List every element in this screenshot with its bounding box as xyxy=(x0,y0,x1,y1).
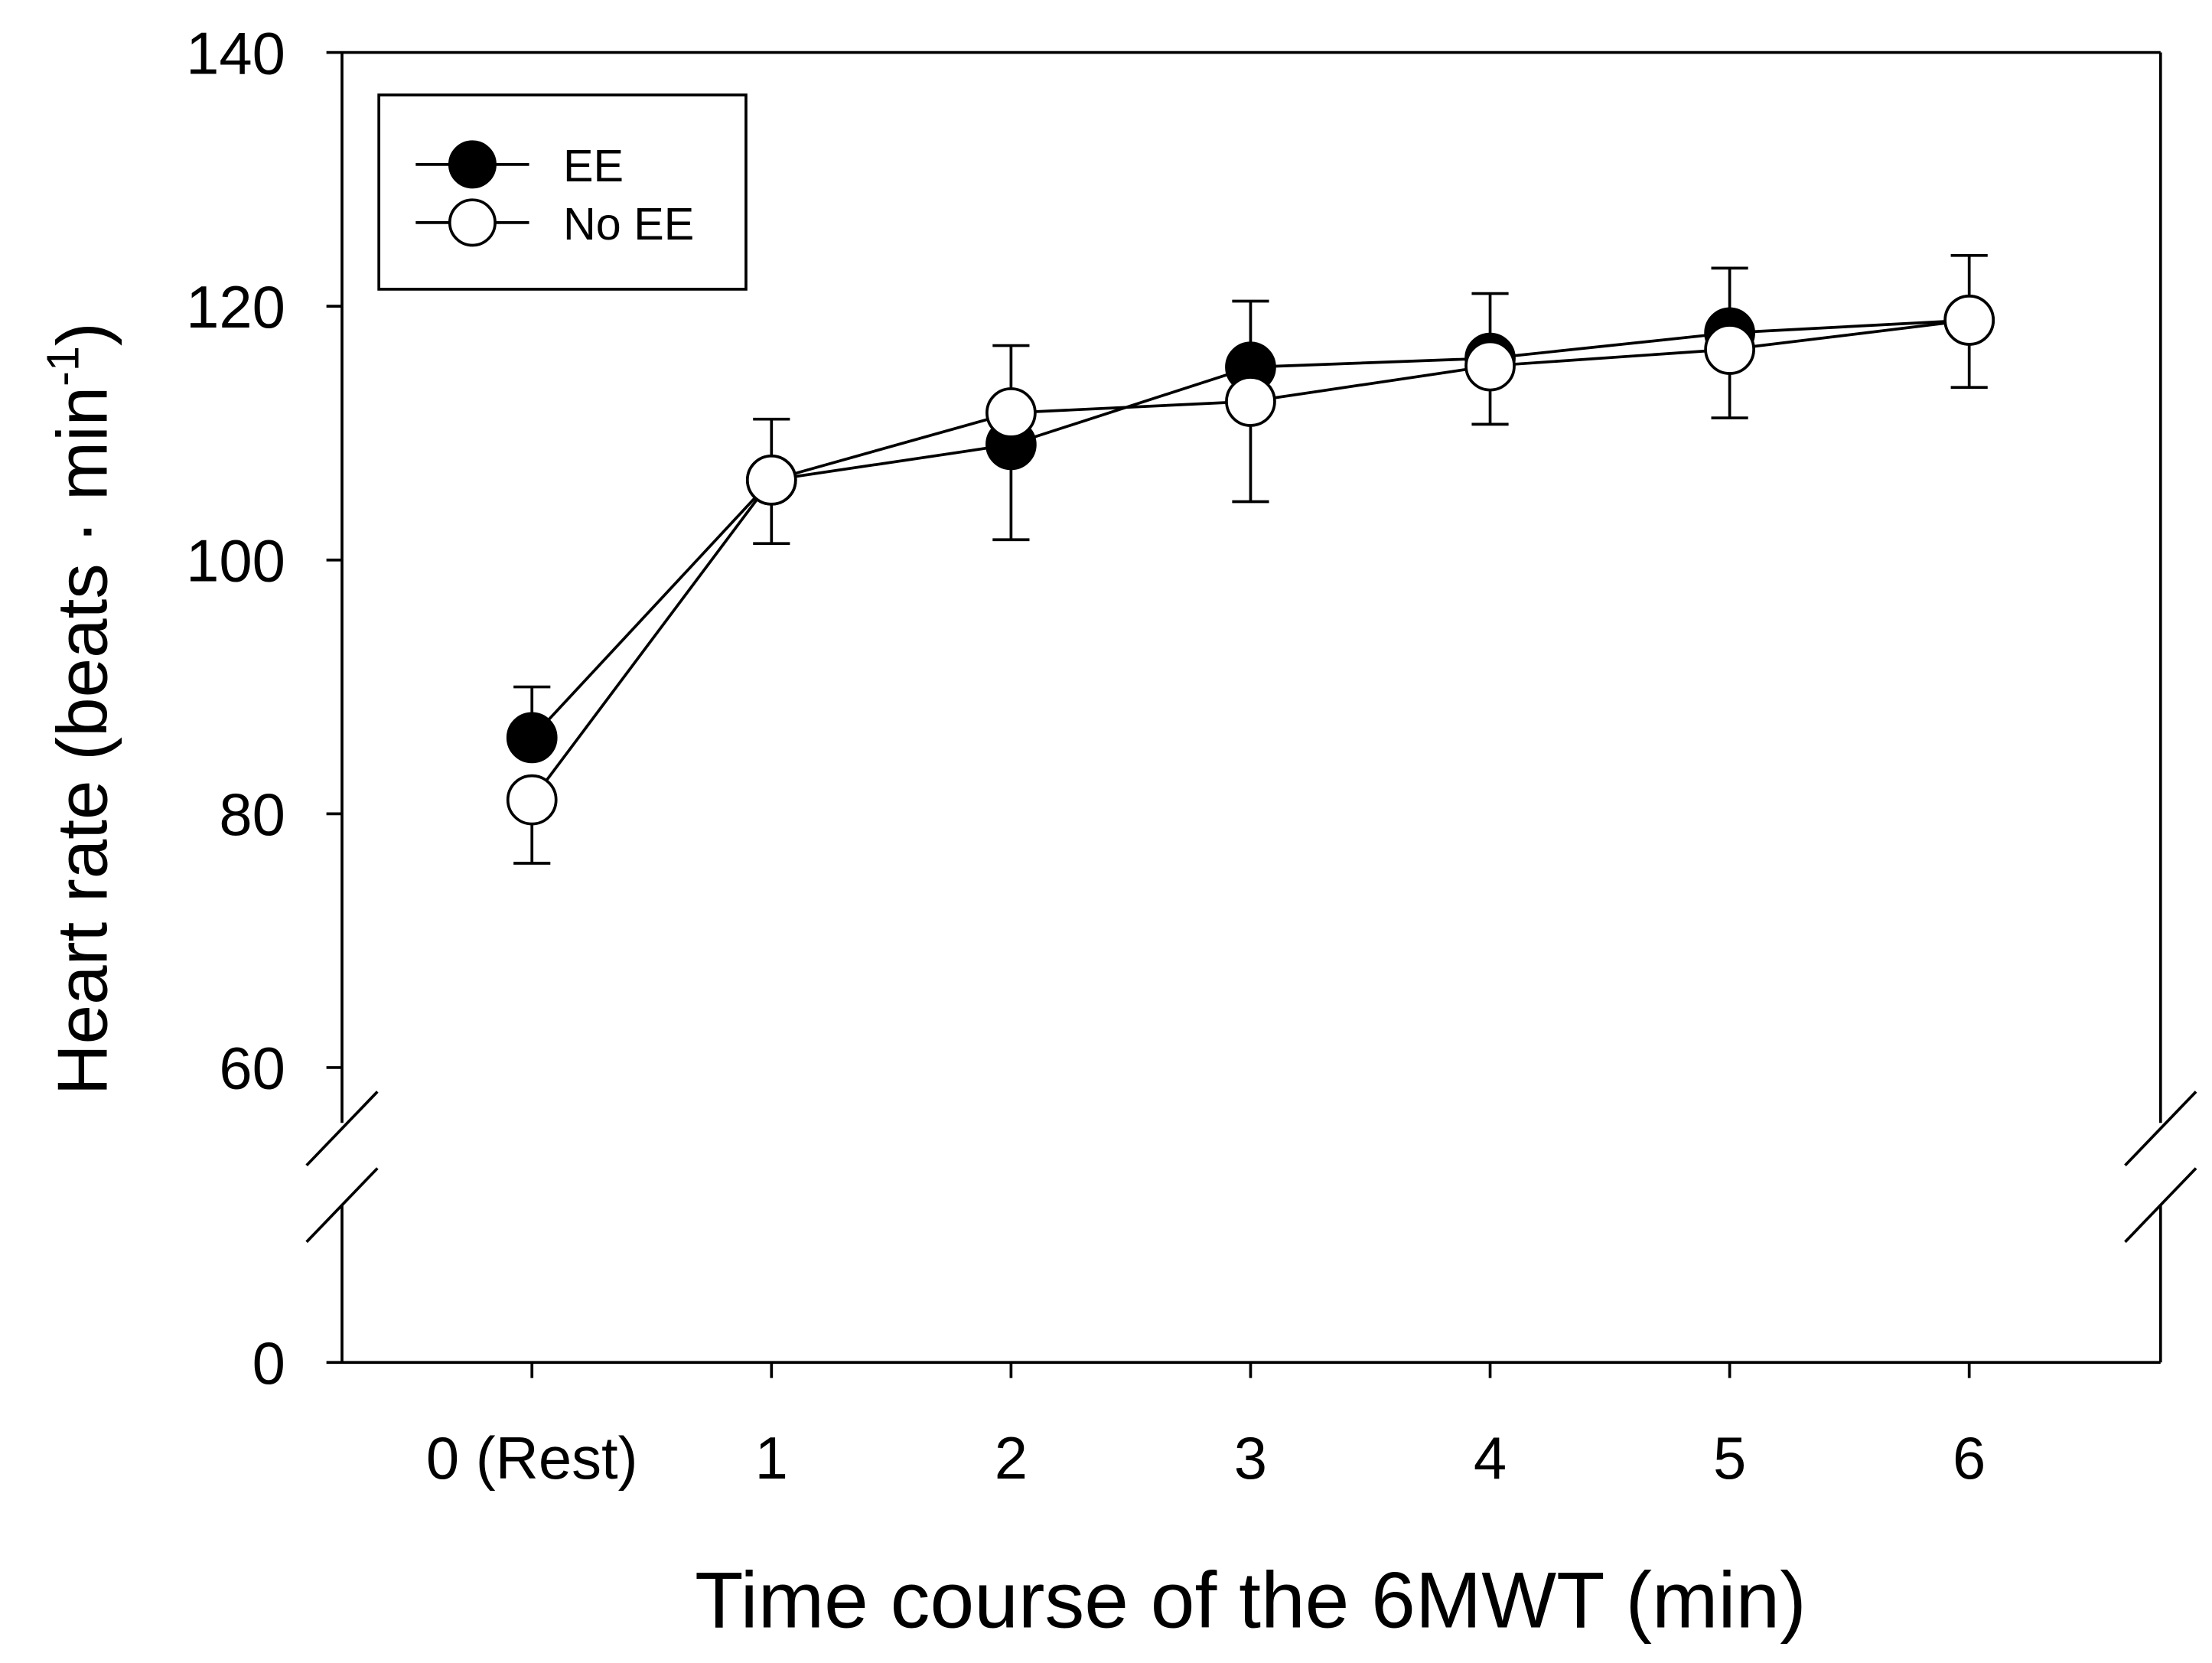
data-point-no-ee xyxy=(506,774,558,826)
axis-break-mark xyxy=(2124,1167,2197,1244)
y-tick-label: 120 xyxy=(186,275,285,341)
x-axis: 0 (Rest) 1 2 3 4 5 6 xyxy=(426,1362,1986,1492)
legend-box xyxy=(377,93,748,291)
y-axis-label: Heart rate (beats · min-1) xyxy=(37,322,122,1095)
x-tick-label: 3 xyxy=(1234,1426,1267,1492)
x-tick-label: 1 xyxy=(755,1426,788,1492)
x-tick-label: 4 xyxy=(1474,1426,1507,1492)
data-point-no-ee xyxy=(1943,295,1995,346)
data-point-no-ee xyxy=(1464,340,1516,392)
legend-label-no-ee: No EE xyxy=(563,198,694,249)
data-point-no-ee xyxy=(1704,324,1755,375)
legend-label-ee: EE xyxy=(563,140,624,191)
data-point-no-ee xyxy=(745,454,797,506)
series-layer xyxy=(506,253,1995,865)
y-tick-label: 0 xyxy=(252,1331,285,1397)
x-tick-label: 2 xyxy=(995,1426,1028,1492)
x-tick-label: 0 (Rest) xyxy=(426,1426,638,1492)
y-tick-label: 60 xyxy=(219,1036,285,1102)
x-tick-label: 5 xyxy=(1713,1426,1746,1492)
data-point-no-ee xyxy=(985,387,1037,439)
y-tick-label: 100 xyxy=(186,529,285,595)
axis-break-mark xyxy=(305,1091,379,1167)
y-tick-label: 80 xyxy=(219,782,285,848)
plot-frame xyxy=(305,51,2197,1365)
axis-break-mark xyxy=(305,1167,379,1244)
x-tick-label: 6 xyxy=(1953,1426,1986,1492)
data-point-no-ee xyxy=(1225,376,1276,427)
axis-break-mark xyxy=(2124,1091,2197,1167)
y-tick-label: 140 xyxy=(186,21,285,86)
x-axis-label: Time course of the 6MWT (min) xyxy=(695,1556,1806,1645)
legend-marker-no-ee xyxy=(448,198,497,247)
y-axis: 0 60 80 100 120 140 xyxy=(186,21,342,1397)
legend-marker-ee xyxy=(448,140,497,189)
legend: EE No EE xyxy=(377,93,748,291)
data-point-ee xyxy=(506,712,558,764)
